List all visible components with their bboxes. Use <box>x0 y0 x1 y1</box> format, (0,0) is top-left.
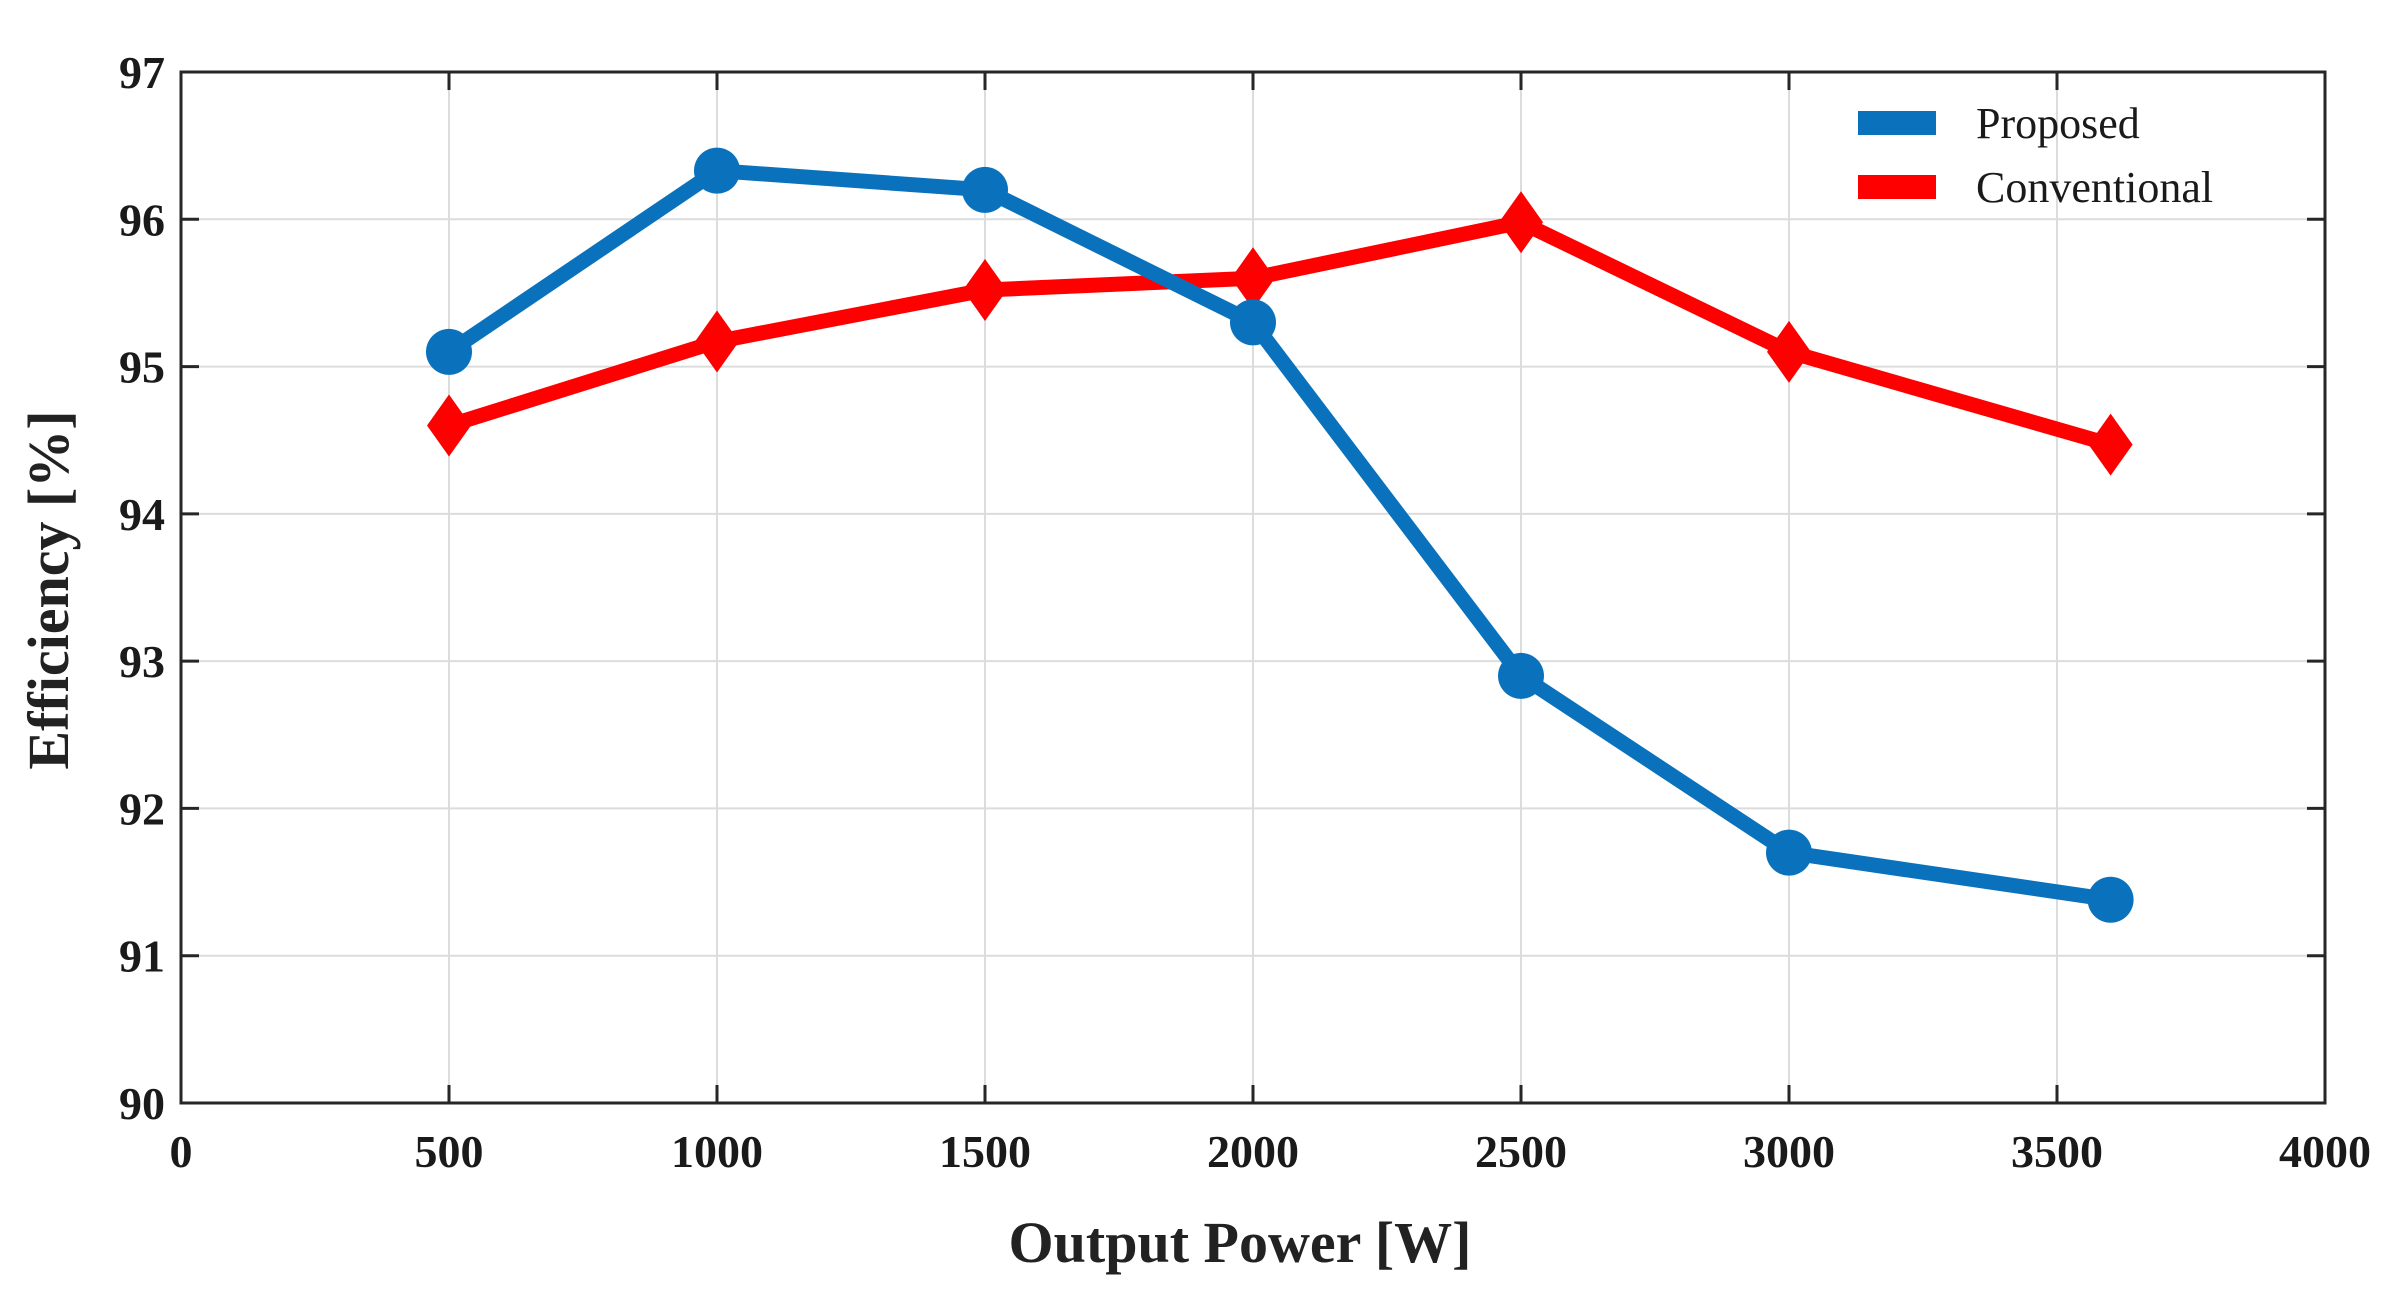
data-point-proposed <box>2087 876 2134 923</box>
data-point-conventional <box>2088 413 2133 476</box>
y-tick-label: 97 <box>119 47 165 98</box>
data-point-conventional <box>963 258 1007 321</box>
x-tick-label: 1000 <box>671 1126 763 1177</box>
legend-swatch-conventional <box>1858 175 1936 199</box>
data-point-proposed <box>426 328 472 375</box>
y-tick-label: 94 <box>119 489 165 540</box>
data-point-conventional <box>1767 320 1811 383</box>
series-layer <box>426 147 2134 923</box>
y-tick-label: 96 <box>119 194 165 245</box>
x-tick-label: 4000 <box>2279 1126 2371 1177</box>
data-point-proposed <box>1498 652 1544 699</box>
x-tick-label: 3000 <box>1743 1126 1835 1177</box>
data-point-conventional <box>1231 247 1275 310</box>
tick-labels: 0 500 1000 1500 2000 2500 3000 3500 4000 90 91 92 93… <box>119 47 2371 1177</box>
y-tick-label: 95 <box>119 342 165 393</box>
y-tick-label: 91 <box>119 931 165 982</box>
data-point-conventional <box>427 394 471 457</box>
x-tick-label: 3500 <box>2011 1126 2103 1177</box>
data-point-proposed <box>962 166 1008 213</box>
x-axis-title: Output Power [W] <box>1009 1210 1472 1275</box>
x-tick-label: 2500 <box>1475 1126 1567 1177</box>
legend-label-conventional: Conventional <box>1976 163 2213 212</box>
legend-swatch-proposed <box>1858 111 1936 135</box>
grid <box>181 72 2325 1103</box>
y-tick-label: 90 <box>119 1078 165 1129</box>
data-point-proposed <box>694 147 740 194</box>
series-conventional <box>427 191 2133 476</box>
series-proposed <box>426 147 2134 923</box>
x-tick-label: 1500 <box>939 1126 1031 1177</box>
x-tick-label: 2000 <box>1207 1126 1299 1177</box>
x-tick-label: 0 <box>170 1126 193 1177</box>
data-point-conventional <box>695 310 739 373</box>
data-point-proposed <box>1766 829 1812 876</box>
y-tick-label: 92 <box>119 783 165 834</box>
legend-label-proposed: Proposed <box>1976 99 2140 148</box>
y-axis-title: Efficiency [%] <box>16 410 81 769</box>
data-point-proposed <box>1230 299 1276 346</box>
x-tick-label: 500 <box>415 1126 484 1177</box>
y-tick-label: 93 <box>119 636 165 687</box>
legend: Proposed Conventional <box>1858 99 2213 212</box>
tick-marks <box>179 70 2327 1105</box>
data-point-conventional <box>1499 191 1543 254</box>
